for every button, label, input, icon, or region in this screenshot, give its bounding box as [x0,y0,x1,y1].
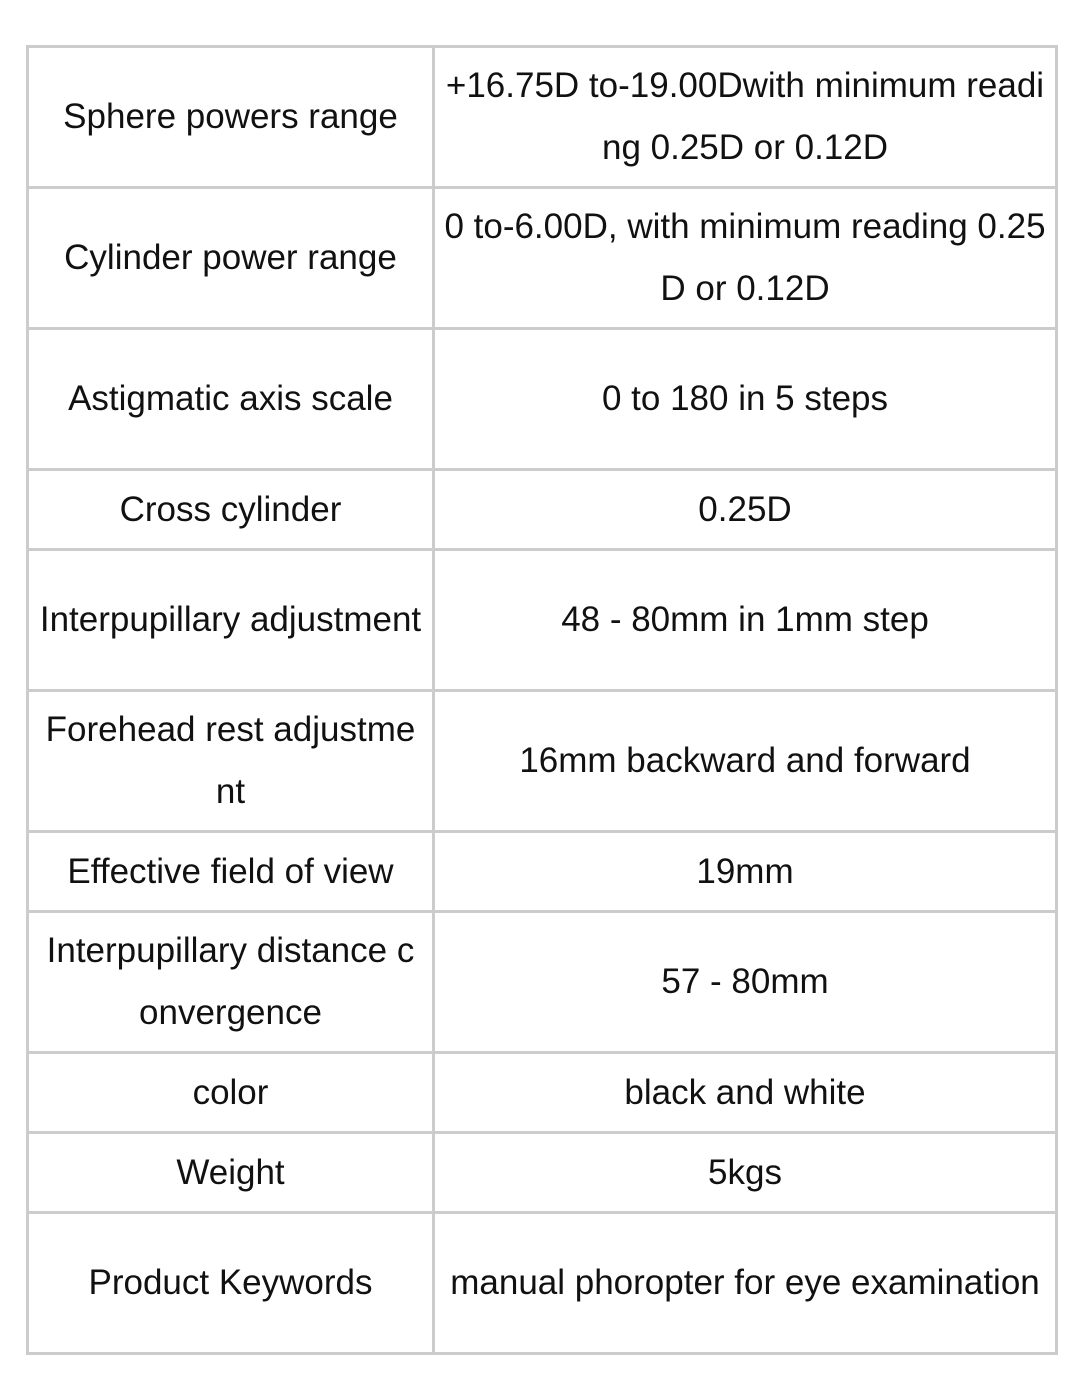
spec-label: Astigmatic axis scale [26,327,435,471]
spec-value: manual phoropter for eye examination [432,1211,1058,1355]
spec-value: 0.25D [432,468,1058,551]
specifications-table: Sphere powers range +16.75D to-19.00Dwith… [26,45,1058,1355]
spec-value: 19mm [432,830,1058,913]
table-row: Effective field of view 19mm [26,830,1058,913]
spec-label: Forehead rest adjustment [26,689,435,833]
spec-label: Weight [26,1131,435,1214]
table-row: Cross cylinder 0.25D [26,468,1058,551]
spec-label: Cylinder power range [26,186,435,330]
table-row: Interpupillary adjustment 48 - 80mm in 1m… [26,548,1058,692]
spec-value: 0 to-6.00D, with minimum reading 0.25D o… [432,186,1058,330]
spec-value: 48 - 80mm in 1mm step [432,548,1058,692]
spec-value: 16mm backward and forward [432,689,1058,833]
spec-label: Sphere powers range [26,45,435,189]
spec-label: Cross cylinder [26,468,435,551]
spec-label: Product Keywords [26,1211,435,1355]
spec-value: 0 to 180 in 5 steps [432,327,1058,471]
table-row: Astigmatic axis scale 0 to 180 in 5 steps [26,327,1058,471]
table-row: Forehead rest adjustment 16mm backward an… [26,689,1058,833]
spec-label: Interpupillary adjustment [26,548,435,692]
spec-value: 5kgs [432,1131,1058,1214]
table-row: Cylinder power range 0 to-6.00D, with min… [26,186,1058,330]
spec-value: +16.75D to-19.00Dwith minimum reading 0.… [432,45,1058,189]
spec-label: Effective field of view [26,830,435,913]
table-row: Interpupillary distance convergence 57 - … [26,910,1058,1054]
spec-value: black and white [432,1051,1058,1134]
table-row: Weight 5kgs [26,1131,1058,1214]
spec-label: color [26,1051,435,1134]
table-row: Sphere powers range +16.75D to-19.00Dwith… [26,45,1058,189]
spec-label: Interpupillary distance convergence [26,910,435,1054]
table-row: Product Keywords manual phoropter for eye… [26,1211,1058,1355]
spec-value: 57 - 80mm [432,910,1058,1054]
table-row: color black and white [26,1051,1058,1134]
